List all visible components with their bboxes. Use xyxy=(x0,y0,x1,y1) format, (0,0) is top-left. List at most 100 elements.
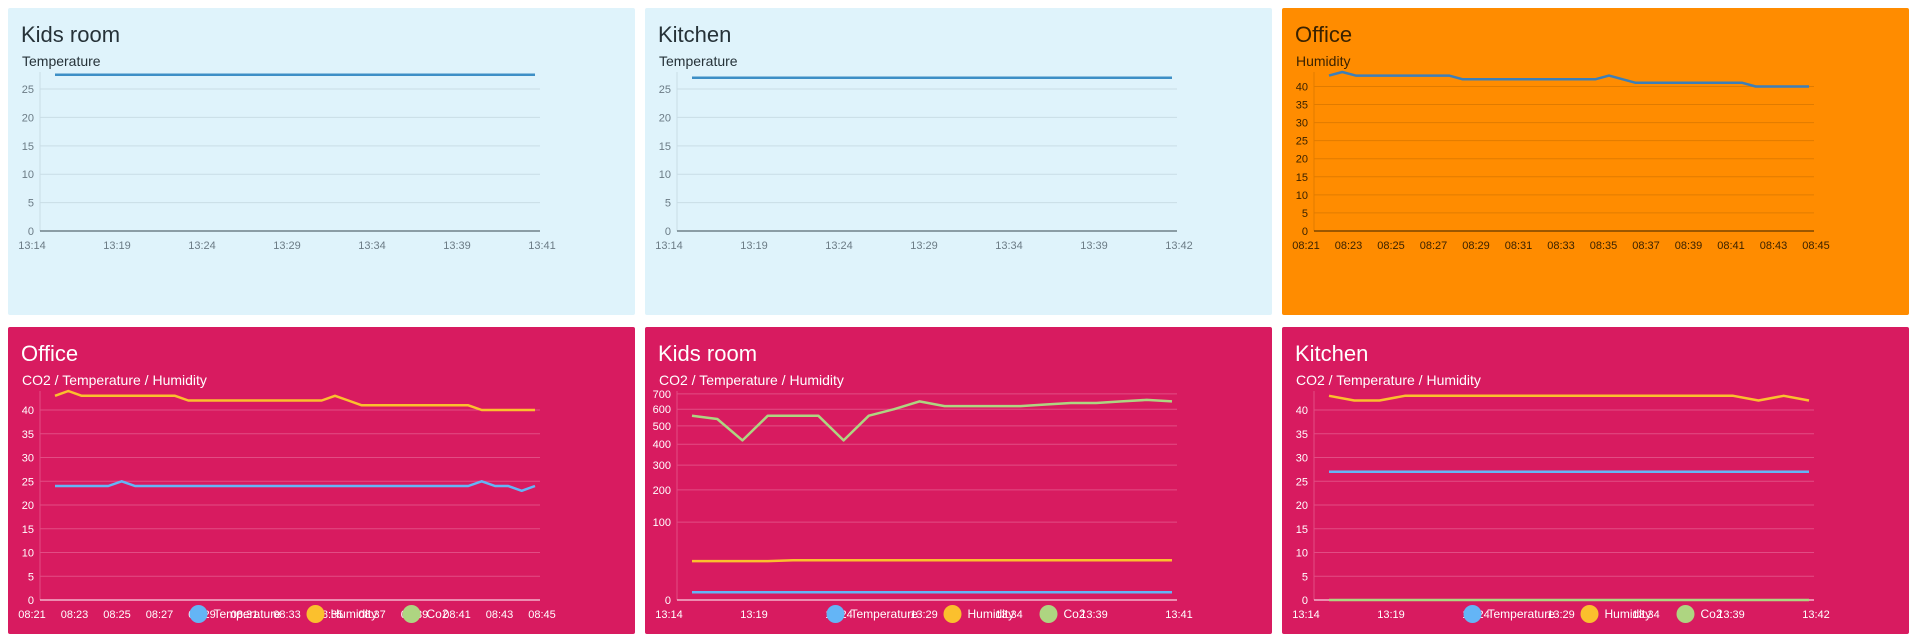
legend-label[interactable]: Humidity xyxy=(331,607,378,621)
card-office-co2-temp-humidity[interactable]: Office CO2 / Temperature / Humidity 0 5 10… xyxy=(8,327,635,634)
card-subtitle: CO2 / Temperature / Humidity xyxy=(1296,372,1481,388)
y-tick-label: 500 xyxy=(653,421,671,433)
x-tick-label: 13:41 xyxy=(1165,609,1193,621)
y-tick-label: 35 xyxy=(1296,429,1308,441)
x-tick-label: 08:33 xyxy=(1547,240,1575,252)
x-tick-label: 13:39 xyxy=(443,240,471,252)
x-tick-label: 08:33 xyxy=(273,609,301,621)
legend-swatch[interactable] xyxy=(826,605,845,623)
x-tick-label: 13:34 xyxy=(358,240,386,252)
legend-label[interactable]: Co2 xyxy=(1064,607,1086,621)
y-tick-label: 20 xyxy=(1296,154,1308,166)
x-tick-label: 13:29 xyxy=(1547,609,1575,621)
legend-swatch[interactable] xyxy=(306,605,325,623)
card-title: Office xyxy=(1295,22,1353,47)
y-tick-label: 5 xyxy=(665,198,671,210)
legend-label[interactable]: Temperature xyxy=(1488,607,1556,621)
x-tick-label: 13:14 xyxy=(655,609,683,621)
card-kids-room-temperature[interactable]: Kids room Temperature 0 5 10 15 20 25 13:14 13:… xyxy=(8,8,635,315)
y-tick-label: 5 xyxy=(28,571,34,583)
chart: 010020030040050060070013:1413:1913:2413:… xyxy=(653,389,1193,623)
x-tick-label: 08:41 xyxy=(1717,240,1745,252)
y-tick-label: 0 xyxy=(665,226,671,238)
legend-swatch[interactable] xyxy=(1580,605,1599,623)
card-kitchen-temperature[interactable]: Kitchen Temperature 0 5 10 15 20 25 13:14 13:19… xyxy=(645,8,1272,315)
legend-swatch[interactable] xyxy=(402,605,421,623)
chart: 0 5 10 15 20 25 13:14 13:19 13:24 13:29 13:34 13:39… xyxy=(655,72,1193,252)
legend-swatch[interactable] xyxy=(1676,605,1695,623)
legend-swatch[interactable] xyxy=(1039,605,1058,623)
y-tick-label: 40 xyxy=(22,405,34,417)
y-tick-label: 10 xyxy=(659,169,671,181)
legend-label[interactable]: Temperature xyxy=(214,607,282,621)
y-tick-label: 30 xyxy=(1296,118,1308,130)
x-tick-label: 13:24 xyxy=(825,240,853,252)
card-subtitle: Humidity xyxy=(1296,53,1351,69)
chart: 051015202530354013:1413:1913:2413:2913:3… xyxy=(1292,391,1830,623)
card-title: Kitchen xyxy=(658,22,732,47)
x-tick-label: 08:23 xyxy=(61,609,89,621)
x-tick-label: 13:34 xyxy=(995,609,1023,621)
y-tick-label: 0 xyxy=(1302,226,1308,238)
series-line-humidity xyxy=(1328,394,1810,402)
y-tick-label: 5 xyxy=(28,198,34,210)
y-tick-label: 10 xyxy=(22,548,34,560)
series-line-humidity xyxy=(1328,70,1809,88)
card-kitchen-co2-temp-humidity[interactable]: Kitchen CO2 / Temperature / Humidity 0 5 1… xyxy=(1282,327,1909,634)
legend-label[interactable]: Co2 xyxy=(1701,607,1723,621)
y-tick-label: 20 xyxy=(659,112,671,124)
x-tick-label: 08:23 xyxy=(1335,240,1363,252)
x-tick-label: 08:21 xyxy=(18,609,46,621)
y-tick-label: 0 xyxy=(665,595,671,607)
series-line-humidity xyxy=(54,389,535,412)
y-tick-label: 20 xyxy=(1296,500,1308,512)
x-tick-label: 08:45 xyxy=(1802,240,1830,252)
x-tick-label: 08:21 xyxy=(1292,240,1320,252)
y-tick-label: 35 xyxy=(22,429,34,441)
y-tick-label: 100 xyxy=(653,517,671,529)
y-tick-label: 20 xyxy=(22,112,34,124)
series-line-temperature xyxy=(55,480,536,493)
x-tick-label: 08:43 xyxy=(1760,240,1788,252)
card-kids-room-co2-temp-humidity[interactable]: Kids room CO2 / Temperature / Humidity 0… xyxy=(645,327,1272,634)
y-tick-label: 15 xyxy=(659,141,671,153)
series-line-humidity xyxy=(692,559,1172,563)
legend-swatch[interactable] xyxy=(1463,605,1482,623)
y-tick-label: 700 xyxy=(653,389,671,401)
legend-label[interactable]: Humidity xyxy=(1605,607,1652,621)
legend-label[interactable]: Temperature xyxy=(851,607,919,621)
x-tick-label: 13:42 xyxy=(1165,240,1193,252)
legend-label[interactable]: Co2 xyxy=(427,607,449,621)
y-tick-label: 15 xyxy=(22,141,34,153)
x-tick-label: 08:43 xyxy=(486,609,514,621)
y-tick-label: 10 xyxy=(22,169,34,181)
x-tick-label: 08:31 xyxy=(231,609,259,621)
chart: 051015202530354008:2108:2308:2508:2708:2… xyxy=(18,389,556,623)
card-subtitle: CO2 / Temperature / Humidity xyxy=(22,372,207,388)
y-tick-label: 30 xyxy=(22,453,34,465)
y-tick-label: 25 xyxy=(1296,476,1308,488)
y-tick-label: 25 xyxy=(1296,136,1308,148)
legend-swatch[interactable] xyxy=(189,605,208,623)
y-tick-label: 200 xyxy=(653,485,671,497)
y-tick-label: 400 xyxy=(653,439,671,451)
card-subtitle: Temperature xyxy=(659,53,738,69)
legend-label[interactable]: Humidity xyxy=(968,607,1015,621)
y-tick-label: 20 xyxy=(22,500,34,512)
chart: 0 5 10 15 20 25 13:14 13:19 13:24 13:29 13:34 13:39… xyxy=(18,72,556,252)
card-title: Kids room xyxy=(658,341,758,366)
x-tick-label: 13:14 xyxy=(18,240,46,252)
card-office-humidity[interactable]: Office Humidity 0 5 10 15 20 25 30 35 40 08:21 08:… xyxy=(1282,8,1909,315)
x-tick-label: 08:35 xyxy=(1590,240,1618,252)
legend-swatch[interactable] xyxy=(943,605,962,623)
x-tick-label: 08:39 xyxy=(1675,240,1703,252)
x-tick-label: 13:34 xyxy=(995,240,1023,252)
x-tick-label: 08:27 xyxy=(146,609,174,621)
x-tick-label: 13:41 xyxy=(528,240,556,252)
y-tick-label: 25 xyxy=(22,476,34,488)
x-tick-label: 08:25 xyxy=(103,609,131,621)
x-tick-label: 13:39 xyxy=(1080,240,1108,252)
x-tick-label: 13:29 xyxy=(910,609,938,621)
